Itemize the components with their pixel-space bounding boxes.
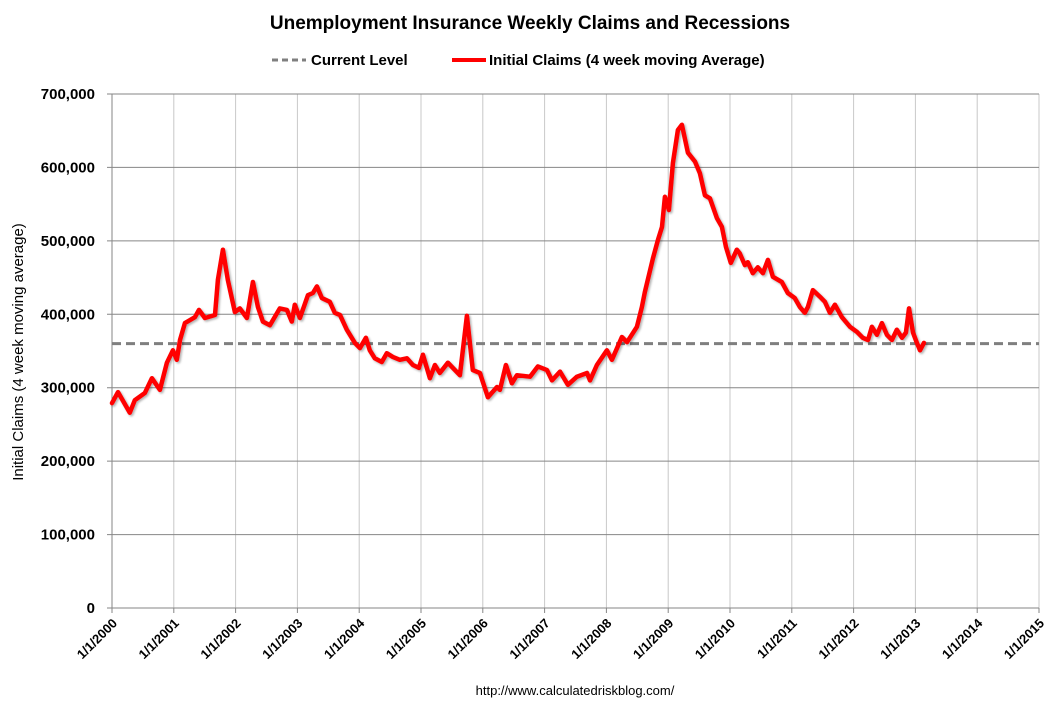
x-tick-label: 1/1/2013 xyxy=(877,616,923,662)
y-tick-label: 0 xyxy=(87,600,95,617)
initial-claims-line xyxy=(112,125,924,413)
y-tick-label: 700,000 xyxy=(41,86,95,103)
x-tick-label: 1/1/2001 xyxy=(136,616,182,662)
source-url: http://www.calculatedriskblog.com/ xyxy=(476,683,675,698)
x-tick-label: 1/1/2002 xyxy=(197,616,243,662)
x-tick-label: 1/1/2007 xyxy=(506,616,552,662)
series-layer xyxy=(112,125,1039,413)
x-tick-label: 1/1/2009 xyxy=(630,616,676,662)
x-tick-label: 1/1/2000 xyxy=(74,616,120,662)
y-axis-label: Initial Claims (4 week moving average) xyxy=(10,223,27,481)
y-axis-ticks: 0 100,000 200,000 300,000 400,000 500,000 600,… xyxy=(41,86,95,617)
legend-label-current-level: Current Level xyxy=(311,52,408,69)
x-tick-label: 1/1/2004 xyxy=(321,615,368,662)
x-tick-label: 1/1/2011 xyxy=(754,616,800,662)
x-tick-label: 1/1/2008 xyxy=(568,616,614,662)
x-tick-label: 1/1/2015 xyxy=(1001,616,1047,662)
y-tick-label: 400,000 xyxy=(41,306,95,323)
x-tick-label: 1/1/2010 xyxy=(692,616,738,662)
y-tick-label: 100,000 xyxy=(41,527,95,544)
chart-title: Unemployment Insurance Weekly Claims and… xyxy=(270,13,790,34)
gridlines xyxy=(107,94,1039,608)
y-tick-label: 200,000 xyxy=(41,453,95,470)
legend-label-initial-claims: Initial Claims (4 week moving Average) xyxy=(489,52,765,69)
y-tick-label: 300,000 xyxy=(41,380,95,397)
x-tick-label: 1/1/2006 xyxy=(445,616,491,662)
x-tick-label: 1/1/2014 xyxy=(939,615,986,662)
x-tick-label: 1/1/2005 xyxy=(383,616,429,662)
x-axis-ticks: 1/1/2000 1/1/2001 1/1/2002 1/1/2003 1/1/2004… xyxy=(74,608,1047,662)
x-tick-label: 1/1/2003 xyxy=(259,616,305,662)
x-tick-label: 1/1/2012 xyxy=(815,616,861,662)
y-tick-label: 600,000 xyxy=(41,159,95,176)
y-tick-label: 500,000 xyxy=(41,233,95,250)
legend: Current Level Initial Claims (4 week mov… xyxy=(272,52,765,69)
